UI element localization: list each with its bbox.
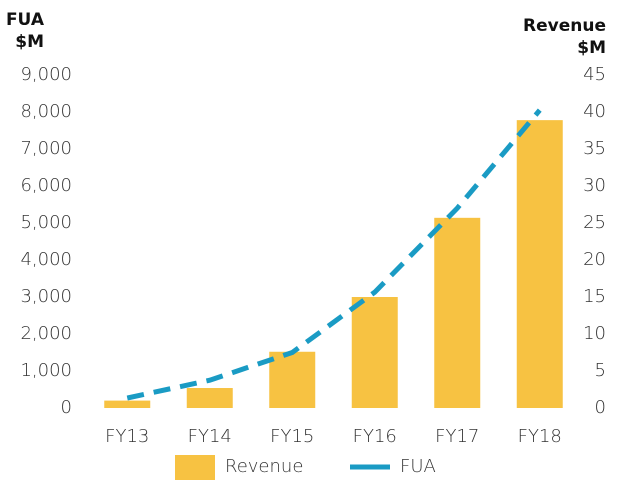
y-axis-title: FUA [6,10,45,30]
y2-tick-label: 45 [583,64,606,85]
y-tick-label: 7,000 [20,138,72,159]
y2-tick-label: 5 [595,360,606,381]
y2-tick-label: 30 [583,175,606,196]
y-tick-label: 3,000 [20,286,72,307]
y-tick-label: 4,000 [20,249,72,270]
x-tick-label: FY17 [435,426,479,447]
bar [104,400,151,408]
bar [434,217,481,408]
legend-label: Revenue [225,456,303,477]
y2-tick-label: 20 [583,249,606,270]
x-tick-label: FY14 [188,426,232,447]
y2-tick-label: 15 [583,286,606,307]
y-tick-label: 8,000 [20,101,72,122]
line [126,108,542,401]
legend-swatch [175,455,215,480]
y-tick-label: 5,000 [20,212,72,233]
y-axis-title: $M [15,32,44,52]
bar [186,388,233,408]
y2-tick-label: 10 [583,323,606,344]
y2-tick-label: 35 [583,138,606,159]
x-tick-label: FY16 [353,426,397,447]
y2-axis-title: Revenue [523,16,606,36]
y-tick-label: 9,000 [20,64,72,85]
y2-axis-title: $M [577,38,606,58]
x-tick-label: FY15 [270,426,314,447]
y-tick-label: 6,000 [20,175,72,196]
bar [516,120,563,408]
y2-tick-label: 0 [595,397,606,418]
y2-tick-label: 25 [583,212,606,233]
legend-label: FUA [400,456,436,477]
y-tick-label: 1,000 [20,360,72,381]
y-tick-label: 2,000 [20,323,72,344]
bar [269,351,316,408]
bar [351,297,398,408]
y-tick-label: 0 [61,397,72,418]
y2-tick-label: 40 [583,101,606,122]
x-tick-label: FY18 [518,426,562,447]
x-tick-label: FY13 [105,426,149,447]
